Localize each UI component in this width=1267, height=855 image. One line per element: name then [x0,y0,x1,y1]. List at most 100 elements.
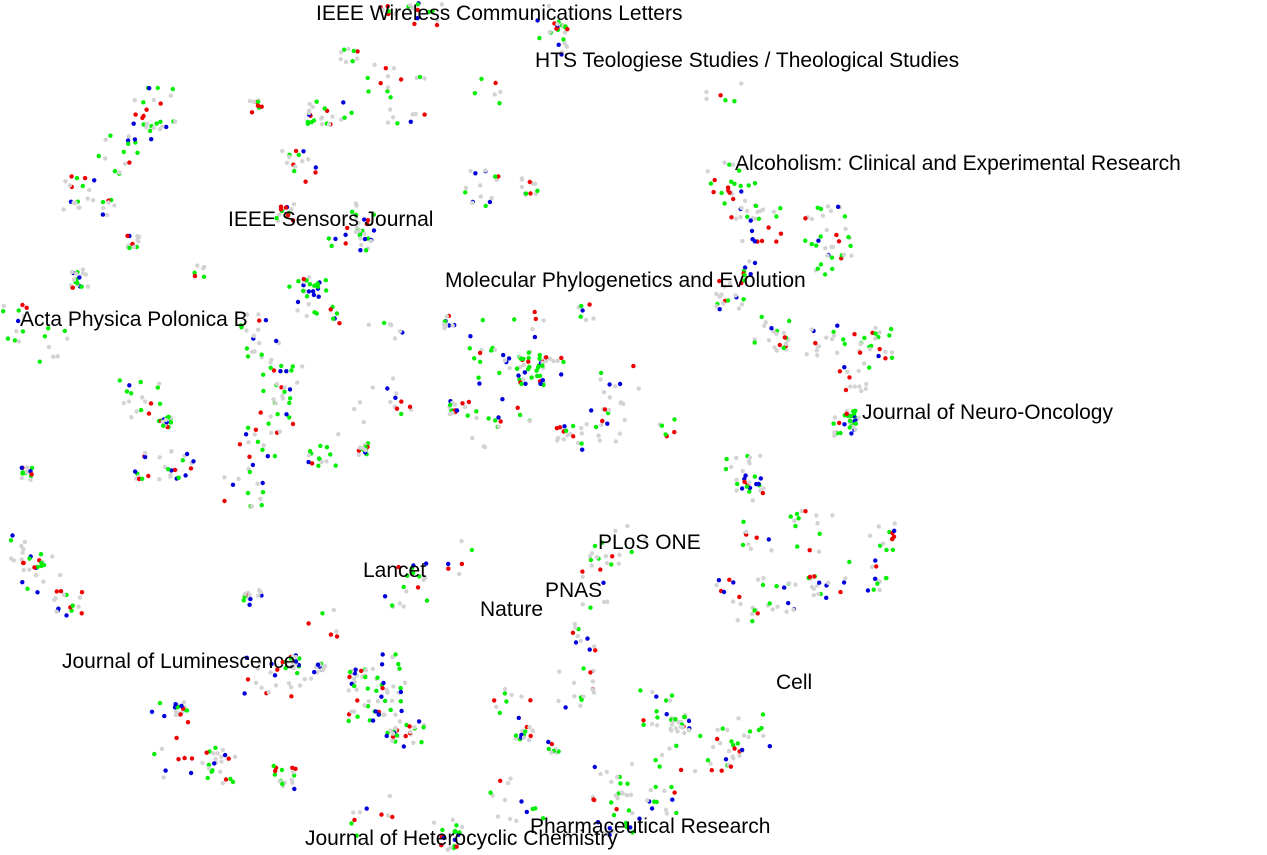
scatter-point [705,169,710,174]
scatter-point [316,294,321,299]
scatter-point [717,278,722,284]
scatter-point [774,331,779,336]
scatter-point [363,248,369,253]
scatter-point [826,580,831,585]
scatter-point [756,481,761,487]
scatter-point [487,199,493,205]
scatter-point [289,368,294,373]
scatter-point [328,307,333,312]
scatter-point [334,634,340,639]
scatter-point [841,252,847,257]
scatter-point [828,208,834,214]
scatter-point [769,548,774,553]
scatter-point [12,338,18,343]
scatter-point [711,189,716,195]
scatter-point [641,722,646,727]
scatter-point [492,92,497,97]
scatter-point [638,688,643,693]
scatter-point [339,117,344,122]
scatter-point [346,688,351,693]
scatter-point [388,107,393,112]
scatter-point [526,350,531,355]
scatter-point [166,467,171,472]
scatter-point [766,338,772,343]
scatter-point [385,120,391,125]
scatter-point [363,668,369,673]
scatter-point [319,459,324,465]
scatter-point [364,806,369,811]
scatter-point [173,702,178,707]
scatter-point [473,171,478,176]
scatter-point [300,288,306,293]
scatter-point [322,106,327,111]
scatter-point [815,353,820,358]
scatter-point [277,429,283,434]
scatter-point [848,384,853,389]
scatter-point [402,680,408,685]
scatter-point [617,381,623,387]
scatter-point [843,226,848,232]
scatter-point [259,352,264,357]
scatter-point [24,305,29,310]
scatter-point [848,413,854,419]
scatter-point [368,238,374,244]
scatter-point [421,725,426,730]
scatter-point [61,592,67,597]
scatter-point [131,121,136,126]
scatter-point [735,618,740,623]
label-pharmaceutical-research: Pharmaceutical Research [530,815,770,838]
scatter-point [259,503,264,508]
scatter-point [439,2,444,7]
scatter-point [179,703,184,709]
scatter-point [313,165,318,170]
scatter-point [501,352,506,358]
scatter-point [579,431,584,436]
scatter-point [529,375,534,380]
label-pnas: PNAS [545,579,602,602]
scatter-point [283,205,289,210]
scatter-point [323,278,328,283]
scatter-point [157,401,163,406]
scatter-point [273,683,279,688]
scatter-point [146,473,151,479]
scatter-point [769,326,774,331]
scatter-point [617,552,622,557]
scatter-point [362,231,367,236]
scatter-point [792,518,797,523]
scatter-point [331,607,336,613]
scatter-point [869,564,875,570]
scatter-point [439,843,444,848]
scatter-point [746,734,751,740]
scatter-point [718,93,723,98]
scatter-point [324,288,329,293]
scatter-point [678,724,683,730]
scatter-point [472,356,477,361]
scatter-point [674,743,679,748]
scatter-point [251,99,257,105]
label-heterocyclic-chemistry: Journal of Heterocyclic Chemistry [305,827,618,850]
scatter-point [158,119,163,125]
scatter-point [739,302,745,307]
scatter-point [100,199,106,205]
scatter-point [158,101,163,106]
scatter-point [756,216,762,221]
scatter-point [738,601,743,607]
scatter-point [731,743,736,748]
scatter-point [85,284,91,289]
scatter-point [737,753,742,758]
scatter-point [818,206,824,212]
scatter-point [306,275,312,280]
scatter-point [266,690,271,695]
scatter-point [601,390,607,395]
scatter-point [330,114,335,119]
scatter-point [75,280,80,286]
scatter-point [132,469,138,474]
scatter-point [506,356,512,361]
scatter-point [181,700,187,705]
scatter-point [135,237,140,243]
scatter-point [570,423,576,429]
scatter-point [597,438,602,443]
scatter-point [816,238,821,243]
scatter-point [399,399,404,404]
scatter-point [598,377,603,382]
